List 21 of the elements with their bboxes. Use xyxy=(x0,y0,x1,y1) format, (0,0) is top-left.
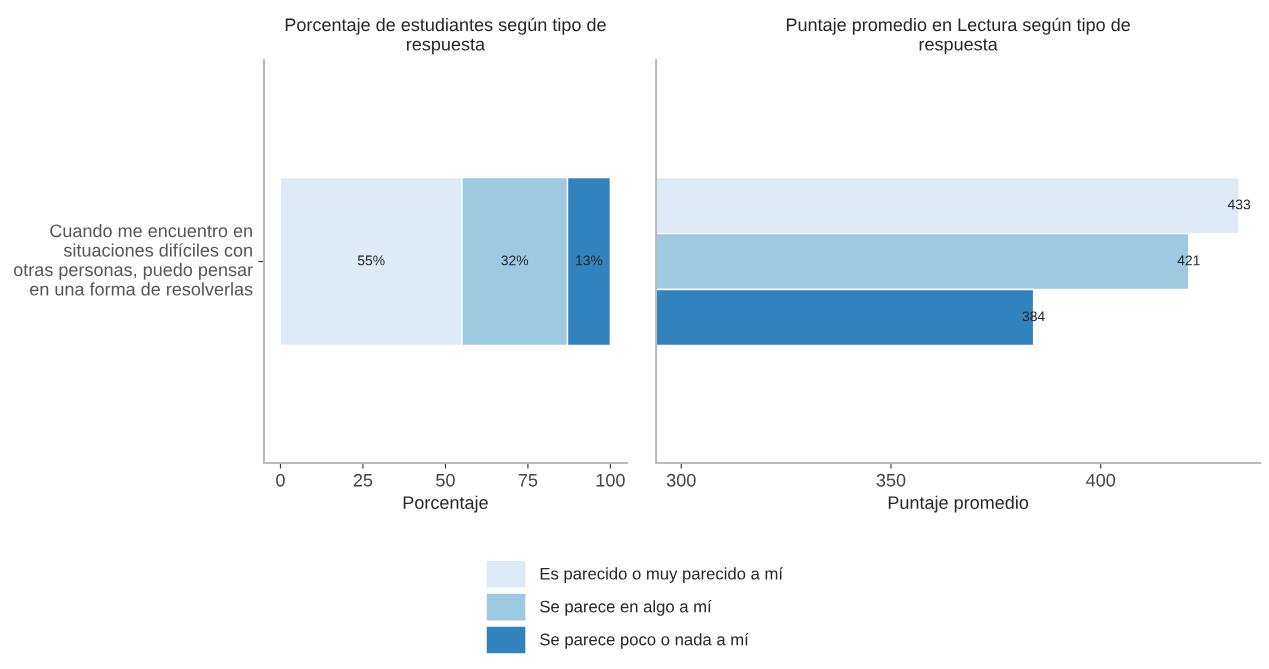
x-tick-label: 100 xyxy=(596,473,625,487)
data-label: 421 xyxy=(1177,255,1200,266)
y-tick-label: Cuando me encuentro en situaciones difíciles con otras personas, puedo pensar en una forma de resolverlas xyxy=(13,223,253,296)
data-label: 13% xyxy=(576,255,603,266)
x-tick-label: 25 xyxy=(353,473,373,487)
x-tick-label: 50 xyxy=(436,473,455,487)
x-tick-label: 75 xyxy=(518,474,538,487)
x-axis-title: Porcentaje xyxy=(403,495,488,513)
x-tick-label: 400 xyxy=(1086,473,1116,487)
legend-label: Se parece en algo a mí xyxy=(540,600,712,616)
data-label: 55% xyxy=(357,255,385,266)
data-label: 32% xyxy=(501,255,529,266)
legend-label: Se parece poco o nada a mí xyxy=(540,632,749,649)
x-tick-label: 0 xyxy=(276,473,285,487)
data-label: 433 xyxy=(1227,199,1251,210)
chart-title: Porcentaje de estudiantes según tipo de respuesta xyxy=(285,17,606,55)
legend-label: Es parecido o muy parecido a mí xyxy=(540,567,783,583)
x-tick-label: 300 xyxy=(666,473,696,487)
chart-title: Puntaje promedio en Lectura según tipo de respuesta xyxy=(786,17,1130,55)
x-tick-label: 350 xyxy=(876,473,906,487)
x-axis-title: Puntaje promedio xyxy=(888,495,1029,513)
